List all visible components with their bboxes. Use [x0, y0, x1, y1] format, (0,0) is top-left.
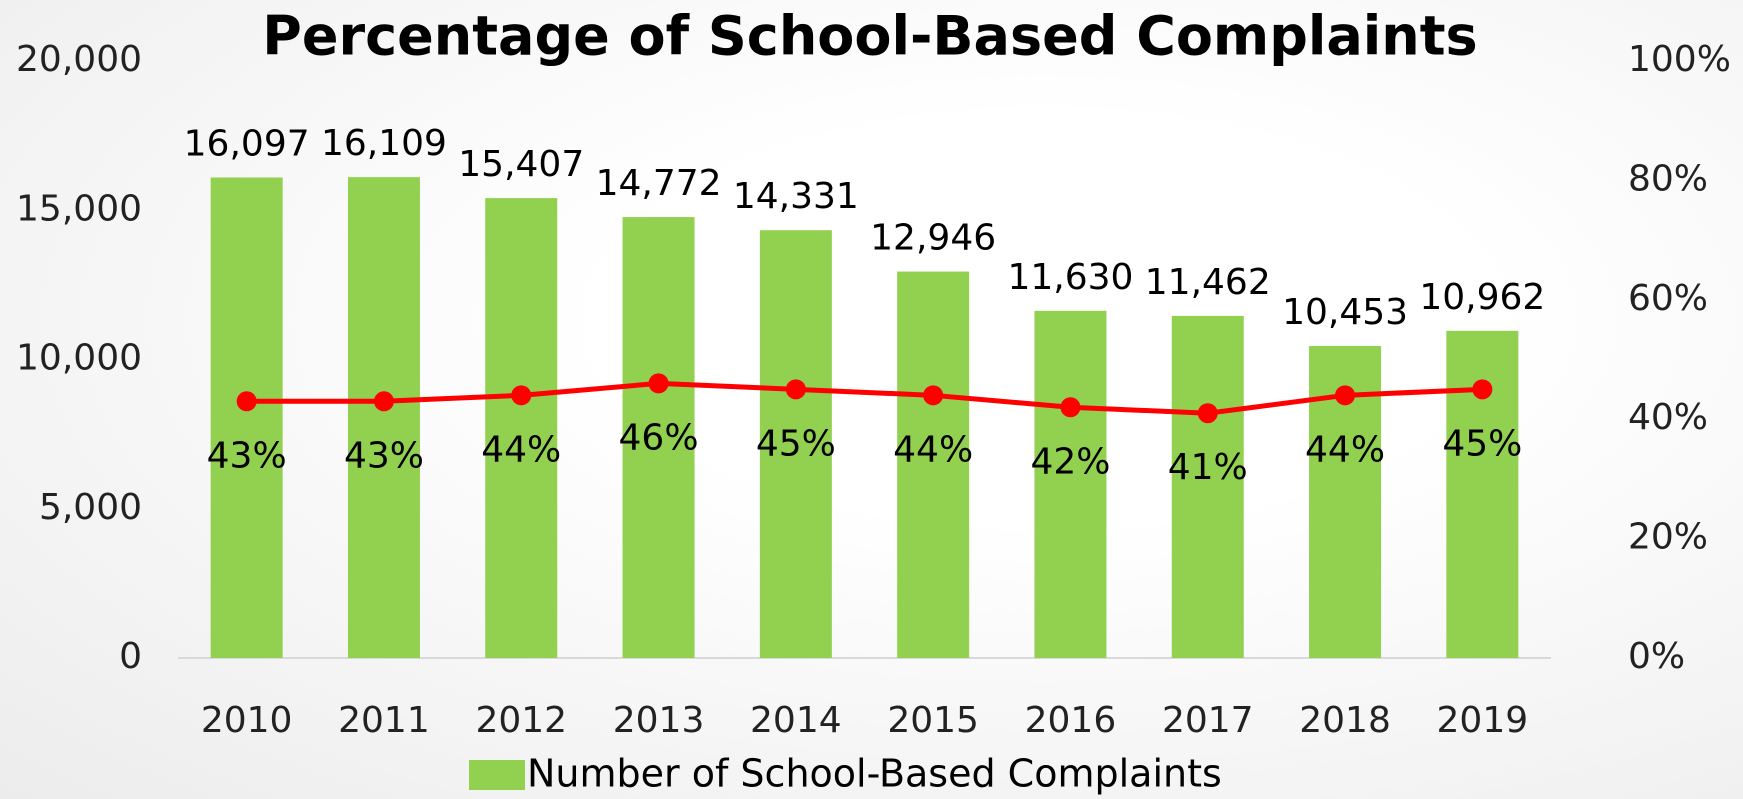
data-label: 14,331 — [733, 176, 859, 217]
x-tick-label: 2015 — [887, 700, 979, 741]
line-point — [1060, 397, 1081, 418]
data-label: 45% — [756, 423, 836, 464]
bar — [622, 217, 695, 659]
data-label: 44% — [1305, 429, 1385, 470]
data-label: 16,109 — [321, 123, 447, 164]
x-tick-label: 2019 — [1437, 700, 1529, 741]
x-tick-label: 2017 — [1162, 700, 1254, 741]
data-label: 43% — [344, 435, 424, 476]
y2-tick-label: 20% — [1628, 517, 1708, 558]
data-label: 42% — [1030, 441, 1110, 482]
chart-title: Percentage of School-Based Complaints — [262, 5, 1477, 68]
y2-tick-label: 40% — [1628, 397, 1708, 438]
bar — [210, 177, 283, 658]
y-tick-label: 5,000 — [39, 487, 142, 528]
data-label: 10,962 — [1419, 277, 1545, 318]
data-label: 11,630 — [1007, 257, 1133, 298]
x-tick-label: 2013 — [613, 700, 705, 741]
data-label: 12,946 — [870, 218, 996, 259]
line-point — [511, 385, 532, 406]
bar — [1171, 315, 1244, 658]
line-point — [1472, 379, 1493, 400]
data-label: 15,407 — [458, 144, 584, 185]
data-label: 11,462 — [1145, 262, 1271, 303]
data-label: 44% — [481, 429, 561, 470]
x-tick-label: 2010 — [201, 700, 293, 741]
legend-swatch — [469, 760, 525, 790]
bar — [759, 230, 832, 658]
line-point — [648, 373, 669, 394]
y-tick-label: 0 — [119, 636, 142, 677]
data-label: 43% — [207, 435, 287, 476]
data-label: 46% — [619, 417, 699, 458]
y2-tick-label: 80% — [1628, 158, 1708, 199]
bar — [897, 271, 970, 658]
y2-tick-label: 0% — [1628, 636, 1685, 677]
y2-tick-label: 100% — [1628, 39, 1731, 80]
data-label: 10,453 — [1282, 292, 1408, 333]
data-label: 14,772 — [596, 163, 722, 204]
line-point — [1197, 403, 1218, 424]
data-label: 16,097 — [184, 124, 310, 165]
line — [246, 380, 1483, 416]
x-tick-label: 2012 — [475, 700, 567, 741]
data-label: 44% — [893, 429, 973, 470]
x-tick-label: 2018 — [1299, 700, 1391, 741]
data-label: 45% — [1442, 423, 1522, 464]
line-point — [373, 391, 394, 412]
line-point — [923, 385, 944, 406]
y-tick-label: 20,000 — [16, 39, 142, 80]
line-point — [1335, 385, 1356, 406]
x-tick-label: 2016 — [1025, 700, 1117, 741]
bar — [485, 198, 558, 658]
bar — [347, 177, 420, 658]
y-tick-label: 15,000 — [16, 188, 142, 229]
legend-label: Number of School-Based Complaints — [527, 752, 1222, 796]
data-label: 41% — [1168, 447, 1248, 488]
line-point — [236, 391, 257, 412]
bar — [1034, 310, 1107, 658]
y2-tick-label: 60% — [1628, 278, 1708, 319]
line-point — [785, 379, 806, 400]
y-tick-label: 10,000 — [16, 338, 142, 379]
x-tick-label: 2011 — [338, 700, 430, 741]
x-tick-label: 2014 — [750, 700, 842, 741]
